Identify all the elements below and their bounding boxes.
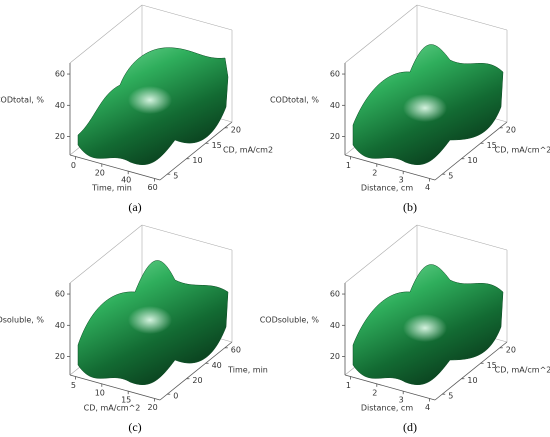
panel: 20 40 60 1 2 3 4 5 10 15 20 CODsoluble, % Distance, … [260, 224, 550, 434]
y-axis [159, 121, 233, 181]
y-tick-label: 15 [212, 141, 222, 150]
x-tick-label: 20 [148, 403, 158, 412]
x-tick-label: 10 [95, 388, 105, 397]
box-edge [69, 224, 143, 284]
z-tick-label: 20 [55, 132, 65, 141]
x-axis [69, 154, 161, 181]
z-axis-label: CODsoluble, % [0, 316, 44, 325]
z-axis-label: CODtotal, % [0, 96, 44, 105]
x-tick-label: 3 [399, 396, 404, 405]
y-tick-label: 0 [173, 392, 178, 401]
z-tick-label: 40 [330, 101, 340, 110]
box-edge [344, 224, 418, 284]
z-tick-label: 60 [330, 70, 340, 79]
x-tick-label: 15 [121, 396, 131, 405]
x-tick-label: 60 [148, 183, 158, 192]
z-tick-label: 60 [330, 290, 340, 299]
y-tick-label: 15 [487, 141, 497, 150]
box-edge [416, 4, 508, 31]
x-tick-label: 1 [346, 161, 351, 170]
y-axis [434, 121, 508, 181]
x-tick-label: 5 [71, 381, 76, 390]
z-tick-label: 20 [55, 352, 65, 361]
x-tick-label: 3 [399, 176, 404, 185]
y-tick-label: 20 [506, 345, 516, 354]
y-tick-label: 10 [467, 376, 477, 385]
y-tick-label: 20 [231, 125, 241, 134]
x-axis-label: Distance, cm [361, 404, 413, 413]
surface-highlight [403, 314, 447, 342]
x-axis-label: CD, mA/cm^2 [84, 404, 141, 413]
y-tick-label: 5 [173, 172, 178, 181]
box-edge [141, 4, 233, 31]
z-tick-label: 20 [330, 352, 340, 361]
y-axis [434, 341, 508, 401]
caption: (a) [128, 200, 141, 214]
x-tick-label: 4 [425, 403, 430, 412]
z-tick-label: 40 [330, 321, 340, 330]
y-axis [159, 341, 233, 401]
x-axis [344, 374, 436, 401]
y-tick-label: 10 [192, 156, 202, 165]
y-axis-label: CD, mA/cm2 [223, 146, 273, 155]
box-edge [69, 4, 143, 64]
y-axis-label: Time, min [227, 366, 268, 375]
z-axis-label: CODtotal, % [270, 96, 319, 105]
y-tick-label: 5 [448, 392, 453, 401]
y-axis-label: CD, mA/cm^2 [495, 146, 550, 155]
z-tick-label: 60 [55, 290, 65, 299]
x-tick-label: 0 [71, 161, 76, 170]
box-edge [141, 224, 233, 251]
x-axis-label: Distance, cm [361, 184, 413, 193]
y-axis-label: CD, mA/cm^2 [495, 366, 550, 375]
x-axis [344, 154, 436, 181]
x-axis-label: Time, min [91, 184, 132, 193]
x-tick-label: 1 [346, 381, 351, 390]
x-tick-label: 20 [95, 168, 105, 177]
z-tick-label: 40 [55, 321, 65, 330]
panel: 20 40 60 0 20 40 60 5 10 15 20 CODtotal, % Time, min… [0, 4, 273, 214]
y-tick-label: 15 [487, 361, 497, 370]
panel: 20 40 60 5 10 15 20 0 20 40 60 CODsoluble, % CD, mA/… [0, 224, 268, 434]
y-tick-label: 20 [506, 125, 516, 134]
z-axis-label: CODsoluble, % [260, 316, 320, 325]
z-tick-label: 40 [55, 101, 65, 110]
box-edge [344, 4, 418, 64]
y-tick-label: 40 [212, 361, 222, 370]
surface-highlight [128, 86, 172, 114]
z-tick-label: 60 [55, 70, 65, 79]
caption: (c) [128, 420, 141, 434]
caption: (b) [403, 200, 417, 214]
x-tick-label: 2 [372, 168, 377, 177]
x-tick-label: 4 [425, 183, 430, 192]
box-edge [416, 224, 508, 251]
x-tick-label: 40 [121, 176, 131, 185]
z-tick-label: 20 [330, 132, 340, 141]
surface-highlight [128, 306, 172, 334]
y-tick-label: 20 [192, 376, 202, 385]
surface-highlight [403, 94, 447, 122]
panel: 20 40 60 1 2 3 4 5 10 15 20 CODtotal, % Distance, cm… [270, 4, 550, 214]
y-tick-label: 60 [231, 345, 241, 354]
x-axis [69, 374, 161, 401]
y-tick-label: 10 [467, 156, 477, 165]
caption: (d) [403, 420, 417, 434]
x-tick-label: 2 [372, 388, 377, 397]
y-tick-label: 5 [448, 172, 453, 181]
